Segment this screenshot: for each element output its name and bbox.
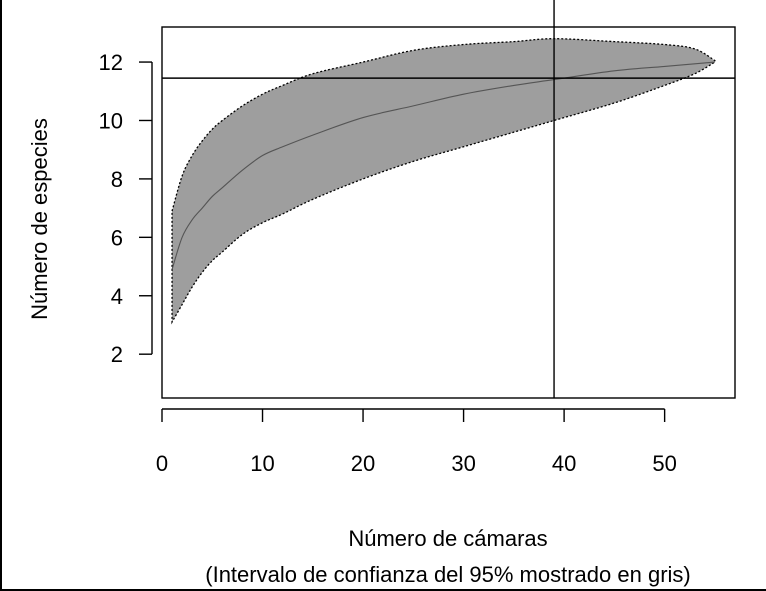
- y-tick-label: 12: [99, 50, 123, 75]
- x-tick-label: 50: [652, 451, 676, 476]
- x-tick-label: 30: [451, 451, 475, 476]
- y-axis: 2 4 6 8 10 12: [99, 50, 153, 367]
- x-axis-note: (Intervalo de confianza del 95% mostrado…: [205, 562, 690, 587]
- x-axis-label: Número de cámaras: [348, 526, 547, 551]
- y-tick-label: 2: [111, 342, 123, 367]
- y-tick-label: 8: [111, 167, 123, 192]
- x-tick-label: 10: [250, 451, 274, 476]
- x-axis: 0 10 20 30 40 50: [156, 408, 677, 476]
- plot-area-box: [161, 26, 736, 399]
- y-tick-label: 6: [111, 225, 123, 250]
- y-tick-label: 4: [111, 284, 123, 309]
- x-tick-label: 0: [156, 451, 168, 476]
- mean-species-curve: [171, 61, 715, 270]
- y-axis-label: Número de especies: [27, 118, 52, 320]
- x-tick-label: 20: [351, 451, 375, 476]
- confidence-interval-band: [171, 38, 716, 325]
- y-tick-label: 10: [99, 108, 123, 133]
- x-tick-label: 40: [552, 451, 576, 476]
